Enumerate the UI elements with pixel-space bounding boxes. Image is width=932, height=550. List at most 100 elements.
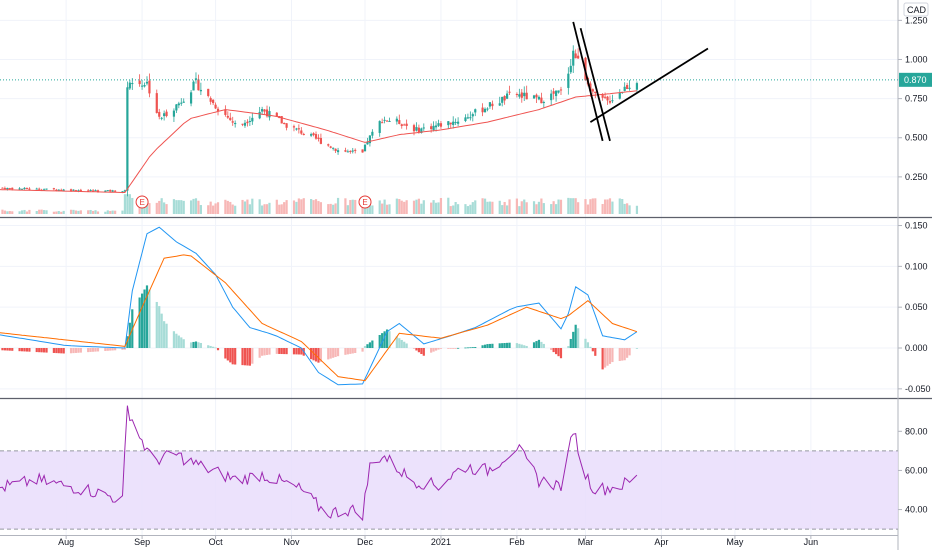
candle-body bbox=[292, 126, 296, 128]
candle-body bbox=[258, 111, 261, 119]
volume-bar bbox=[567, 197, 570, 214]
macd-histogram-bar bbox=[172, 331, 176, 349]
candle-body bbox=[412, 125, 416, 132]
earnings-marker: E bbox=[358, 195, 372, 209]
candle-body bbox=[381, 122, 384, 124]
macd-histogram-bar bbox=[361, 348, 364, 352]
volume-bar bbox=[371, 205, 374, 214]
macd-histogram-bar bbox=[312, 348, 315, 361]
macd-histogram-bar bbox=[398, 338, 401, 349]
volume-bar bbox=[466, 206, 469, 214]
candle-body bbox=[430, 126, 433, 130]
volume-bar bbox=[488, 201, 492, 214]
candle-body bbox=[327, 144, 330, 146]
volume-bar bbox=[128, 194, 131, 214]
candle-body bbox=[559, 89, 563, 91]
volume-bar bbox=[381, 203, 384, 214]
candle-body bbox=[400, 124, 403, 127]
candle-body bbox=[160, 117, 163, 119]
volume-bar bbox=[1, 209, 4, 214]
macd-histogram-bar bbox=[87, 348, 90, 353]
candle-body bbox=[275, 112, 278, 117]
macd-histogram-bar bbox=[405, 343, 408, 349]
rsi-line bbox=[0, 405, 638, 522]
macd-histogram-bar bbox=[601, 348, 604, 370]
rsi-band bbox=[0, 450, 898, 530]
time-axis-label: May bbox=[726, 537, 744, 547]
trend-line bbox=[579, 27, 611, 142]
volume-bar bbox=[520, 201, 523, 214]
macd-histogram-bar bbox=[197, 342, 200, 349]
macd-histogram-bar bbox=[25, 348, 29, 352]
macd-histogram-bar bbox=[123, 348, 127, 350]
volume-bar bbox=[111, 210, 114, 214]
candle-body bbox=[79, 189, 82, 191]
macd-histogram-bar bbox=[310, 348, 313, 360]
volume-bar bbox=[302, 198, 305, 214]
candle-body bbox=[8, 188, 11, 190]
macd-histogram-bar bbox=[552, 348, 555, 353]
macd-histogram-bar bbox=[148, 289, 151, 349]
volume-bar bbox=[537, 201, 541, 214]
macd-histogram-bar bbox=[278, 348, 281, 354]
rsi-axis-label: 80.00 bbox=[905, 426, 928, 436]
candle-body bbox=[6, 187, 9, 190]
macd-histogram-bar bbox=[38, 348, 41, 353]
volume-bar bbox=[231, 204, 234, 214]
volume-bars bbox=[1, 194, 639, 214]
macd-histogram-bar bbox=[417, 348, 421, 353]
candle-body bbox=[18, 188, 21, 190]
candle-body bbox=[456, 121, 460, 124]
macd-histogram-bar bbox=[567, 346, 570, 349]
candle-body bbox=[417, 127, 421, 133]
macd-histogram-bar bbox=[114, 348, 117, 351]
macd-histogram-bar bbox=[525, 345, 528, 349]
macd-histogram-bar bbox=[292, 348, 296, 355]
candle-body bbox=[483, 108, 487, 113]
candle-body bbox=[199, 89, 202, 92]
candle-body bbox=[474, 109, 477, 113]
candle-body bbox=[432, 125, 435, 131]
macd-histogram-bar bbox=[160, 313, 163, 349]
volume-bar bbox=[454, 202, 457, 214]
macd-histogram-bar bbox=[447, 348, 450, 349]
volume-bar bbox=[52, 211, 55, 214]
candle-body bbox=[503, 96, 506, 101]
macd-histogram-bar bbox=[635, 348, 639, 349]
candle-body bbox=[20, 188, 24, 190]
candle-body bbox=[25, 187, 29, 189]
candle-body bbox=[104, 190, 107, 192]
volume-bar bbox=[155, 202, 158, 214]
candle-body bbox=[466, 117, 469, 119]
volume-bar bbox=[603, 199, 607, 214]
time-axis-label: Oct bbox=[209, 537, 224, 547]
volume-bar bbox=[354, 199, 357, 214]
candle-body bbox=[314, 134, 318, 139]
volume-bar bbox=[405, 200, 408, 214]
macd-histogram-bar bbox=[332, 348, 335, 358]
macd-histogram-bar bbox=[226, 348, 229, 361]
candle-body bbox=[145, 81, 149, 84]
macd-histogram-bar bbox=[334, 348, 337, 357]
volume-bar bbox=[114, 210, 117, 214]
candle-body bbox=[55, 189, 58, 191]
earnings-marker-label: E bbox=[139, 198, 144, 207]
time-axis-label: 2021 bbox=[431, 537, 451, 547]
volume-bar bbox=[45, 210, 48, 214]
macd-histogram-bar bbox=[481, 345, 484, 349]
volume-bar bbox=[209, 201, 212, 214]
candle-body bbox=[317, 137, 320, 139]
volume-bar bbox=[214, 203, 217, 214]
volume-bar bbox=[158, 200, 161, 214]
time-axis-label: Apr bbox=[654, 537, 668, 547]
price-axis-label: 0.250 bbox=[905, 172, 928, 182]
macd-histogram-bar bbox=[138, 297, 141, 349]
volume-bar bbox=[366, 203, 369, 214]
candle-body bbox=[45, 188, 48, 190]
candle-body bbox=[589, 83, 592, 92]
candle-body bbox=[114, 190, 117, 192]
macd-histogram-bar bbox=[400, 339, 403, 349]
volume-bar bbox=[420, 203, 423, 214]
macd-histogram-bar bbox=[40, 348, 43, 353]
